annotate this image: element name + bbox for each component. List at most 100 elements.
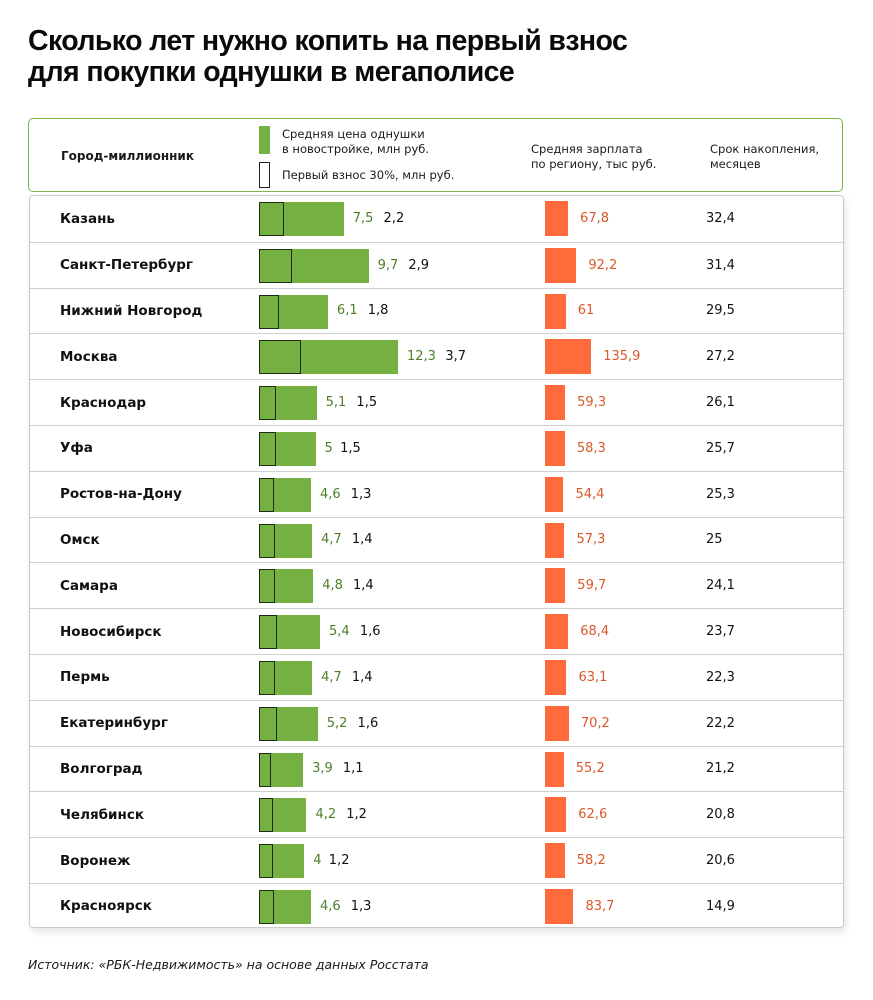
city-name: Самара <box>60 577 118 594</box>
salary-value: 83,7 <box>585 898 615 914</box>
price-value: 4 <box>313 853 322 869</box>
down-payment-value: 3,7 <box>445 349 467 365</box>
down-payment-value: 1,5 <box>356 395 378 411</box>
city-name: Пермь <box>60 669 110 686</box>
down-payment-value: 2,9 <box>408 257 430 273</box>
legend-price-line-2: в новостройке, млн руб. <box>282 142 430 156</box>
down-payment-value: 1,6 <box>357 715 379 731</box>
down-payment-value: 1,3 <box>350 898 372 914</box>
table-row: Екатеринбург 5,2 1,6 70,2 22,2 <box>30 699 843 746</box>
salary-bar <box>545 339 592 375</box>
term-value: 20,8 <box>706 807 735 823</box>
term-value: 25,7 <box>706 440 735 456</box>
term-value: 27,2 <box>706 349 735 365</box>
term-value: 22,2 <box>706 715 735 731</box>
price-bar <box>259 615 321 650</box>
down-payment-value: 1,6 <box>359 624 381 640</box>
term-value: 14,9 <box>706 898 735 914</box>
legend-label-price: Средняя цена однушки в новостройке, млн … <box>282 127 429 157</box>
page-title: Сколько лет нужно копить на первый взнос… <box>28 26 848 88</box>
table-body: Казань 7,5 2,2 67,8 32,4 Санкт-Петербург 9,7 2,… <box>29 195 844 928</box>
down-payment-value: 1,2 <box>328 853 350 869</box>
salary-bar <box>545 431 565 466</box>
salary-value: 70,2 <box>580 715 610 731</box>
term-value: 29,5 <box>706 303 735 319</box>
price-bar <box>259 523 313 558</box>
down-payment-value: 1,5 <box>340 440 361 456</box>
price-value: 3,9 <box>312 761 333 777</box>
salary-value: 57,3 <box>576 532 606 548</box>
salary-bar <box>545 385 566 421</box>
city-name: Омск <box>60 531 100 548</box>
table-row: Казань 7,5 2,2 67,8 32,4 <box>30 196 843 242</box>
city-name: Воронеж <box>60 852 131 869</box>
salary-value: 54,4 <box>575 486 605 502</box>
city-name: Краснодар <box>60 394 147 411</box>
down-payment-value: 1,4 <box>353 578 374 594</box>
city-name: Санкт-Петербург <box>60 257 193 274</box>
salary-bar <box>545 568 566 604</box>
table-row: Уфа 5 1,5 58,3 25,7 <box>30 425 843 471</box>
price-bar <box>259 798 307 833</box>
price-value: 12,3 <box>406 349 436 365</box>
table-row: Челябинск 4,2 1,2 62,6 20,8 <box>30 791 843 837</box>
down-payment-bar <box>259 523 275 558</box>
table-row: Ростов-на-Дону 4,6 1,3 54,4 25,3 <box>30 470 843 517</box>
price-bar <box>259 294 328 329</box>
down-payment-bar <box>259 615 278 650</box>
term-header-line-2: месяцев <box>710 157 761 171</box>
price-value: 5,4 <box>329 624 350 640</box>
city-name: Челябинск <box>60 806 144 823</box>
down-payment-value: 1,4 <box>351 532 373 548</box>
term-value: 25 <box>706 532 723 548</box>
table-row: Самара 4,8 1,4 59,7 24,1 <box>30 562 843 608</box>
price-value: 4,7 <box>321 532 342 548</box>
down-payment-bar <box>259 752 272 787</box>
table-row: Новосибирск 5,4 1,6 68,4 23,7 <box>30 608 843 654</box>
down-payment-bar <box>259 340 301 375</box>
down-payment-value: 2,2 <box>383 211 405 227</box>
down-payment-bar <box>259 294 280 329</box>
salary-bar <box>545 797 567 833</box>
city-name: Волгоград <box>60 760 143 777</box>
salary-value: 59,7 <box>577 578 607 594</box>
price-value: 4,6 <box>319 486 341 502</box>
price-bar <box>259 432 316 466</box>
price-value: 5,1 <box>325 395 347 411</box>
city-name: Москва <box>60 348 118 365</box>
legend-swatch-price <box>259 126 270 154</box>
price-bar <box>259 477 311 512</box>
city-name: Казань <box>60 210 115 227</box>
table-row: Краснодар 5,1 1,5 59,3 26,1 <box>30 379 843 425</box>
term-value: 20,6 <box>706 853 735 869</box>
price-value: 4,7 <box>321 669 342 685</box>
salary-bar <box>545 660 567 695</box>
down-payment-bar <box>259 798 273 833</box>
table-row: Нижний Новгород 6,1 1,8 61 29,5 <box>30 287 843 334</box>
term-value: 22,3 <box>706 669 735 685</box>
price-bar <box>259 340 398 375</box>
term-header-line-1: Срок накопления, <box>710 142 820 156</box>
down-payment-bar <box>259 844 273 879</box>
term-value: 21,2 <box>706 761 735 777</box>
table-header: Город-миллионник Средняя цена однушки в … <box>28 118 843 192</box>
down-payment-bar <box>259 477 274 512</box>
salary-bar <box>545 293 566 329</box>
salary-value: 62,6 <box>578 807 608 823</box>
down-payment-value: 1,1 <box>342 761 364 777</box>
down-payment-value: 1,4 <box>351 669 373 685</box>
price-bar <box>259 569 314 604</box>
down-payment-value: 1,3 <box>350 486 372 502</box>
price-value: 5,2 <box>326 715 348 731</box>
salary-header-line-2: по региону, тыс руб. <box>531 157 657 171</box>
city-name: Ростов-на-Дону <box>60 486 182 503</box>
salary-bar <box>545 476 564 512</box>
price-bar <box>259 202 344 236</box>
term-value: 23,7 <box>706 624 735 640</box>
salary-value: 63,1 <box>578 669 608 685</box>
table-row: Санкт-Петербург 9,7 2,9 92,2 31,4 <box>30 241 843 288</box>
down-payment-bar <box>259 569 275 604</box>
price-bar <box>259 386 317 421</box>
salary-value: 55,2 <box>575 761 605 777</box>
salary-bar <box>545 705 569 741</box>
